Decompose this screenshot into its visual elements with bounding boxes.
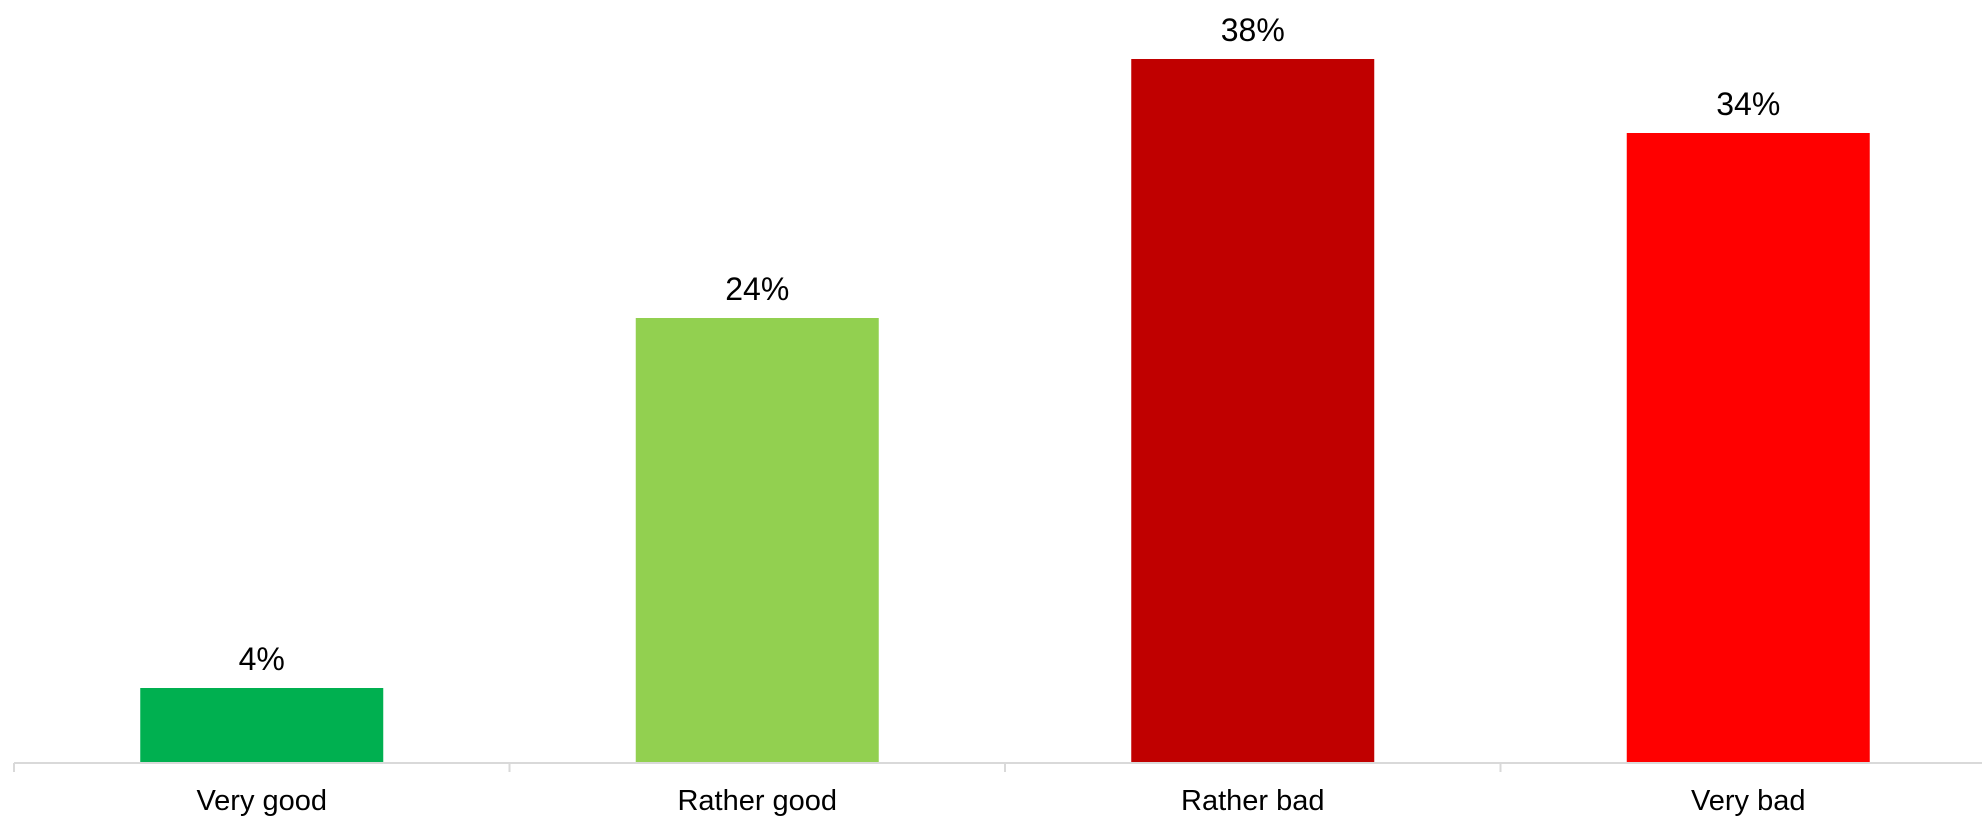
data-label: 24% [725,271,789,307]
bar-rather-bad [1131,59,1375,762]
data-label: 38% [1221,12,1285,48]
category-label: Rather bad [1181,785,1325,817]
bar-very-bad [1626,133,1870,762]
category-label: Rather good [677,785,837,817]
category-label: Very good [196,785,327,817]
bar-very-good [140,688,384,762]
data-label: 34% [1716,86,1780,122]
data-label: 4% [239,641,285,677]
labels-layer: 4% Very good 24% Rather good 38% Rather bad 34… [196,12,1805,817]
x-axis [13,762,1982,772]
bars-layer [140,59,1870,762]
bar-rather-good [635,318,879,762]
category-label: Very bad [1691,785,1805,817]
